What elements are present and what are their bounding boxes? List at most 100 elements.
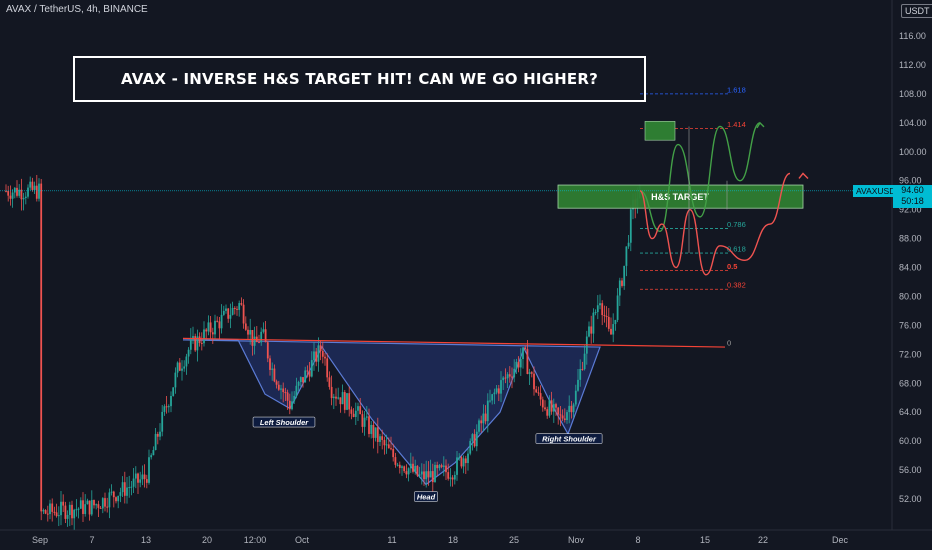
- fib-level-label: 1.414: [727, 120, 746, 129]
- candle-body: [112, 491, 115, 498]
- y-tick-label: 84.00: [899, 263, 922, 273]
- candle-body: [35, 185, 38, 199]
- candle-body: [31, 181, 34, 190]
- candle-body: [387, 444, 390, 449]
- candle-body: [328, 377, 331, 387]
- candle-body: [18, 189, 21, 196]
- candle-body: [515, 361, 518, 369]
- symbol-price-label: AVAXUSDT: [853, 185, 904, 197]
- candle-body: [319, 345, 322, 352]
- currency-badge[interactable]: USDT: [901, 4, 932, 18]
- x-tick-label: 25: [509, 535, 519, 545]
- candle-body: [55, 512, 58, 517]
- candle-body: [339, 397, 342, 405]
- x-tick-label: 12:00: [244, 535, 267, 545]
- candle-body: [427, 471, 430, 478]
- candle-body: [101, 498, 104, 509]
- candle-body: [574, 390, 577, 405]
- candle-body: [161, 411, 164, 432]
- candle-body: [500, 380, 502, 394]
- neckline: [182, 337, 726, 348]
- candle-body: [13, 187, 16, 193]
- y-tick-label: 92.00: [899, 205, 922, 215]
- fib-level-label: 0.786: [727, 220, 746, 229]
- candle-body: [205, 329, 208, 332]
- pattern-label-bg: [252, 416, 316, 428]
- candle-body: [330, 386, 333, 399]
- candle-body: [354, 410, 357, 417]
- candle-body: [249, 329, 252, 335]
- fib-level-label: 0: [727, 339, 731, 348]
- candle-body: [38, 183, 40, 199]
- candle-body: [539, 393, 542, 400]
- candle-body: [552, 404, 555, 412]
- chart-title-box: AVAX - INVERSE H&S TARGET HIT! CAN WE GO…: [73, 56, 646, 102]
- candle-body: [244, 323, 247, 330]
- candle-body: [508, 374, 511, 377]
- x-tick-label: Nov: [568, 535, 585, 545]
- candle-body: [145, 479, 148, 483]
- candle-body: [90, 500, 93, 515]
- y-tick-label: 116.00: [899, 31, 926, 41]
- candle-body: [504, 377, 507, 379]
- candle-body: [172, 387, 175, 396]
- candle-body: [24, 196, 27, 198]
- candle-body: [594, 312, 597, 314]
- pattern-label: Left Shoulder: [260, 418, 309, 427]
- candle-body: [264, 329, 267, 343]
- symbol-info: AVAX / TetherUS, 4h, BINANCE: [6, 4, 148, 15]
- candle-body: [167, 406, 170, 408]
- candle-body: [130, 486, 133, 488]
- candle-body: [49, 503, 51, 515]
- x-tick-label: Sep: [32, 535, 48, 545]
- candle-body: [629, 209, 632, 243]
- candle-body: [475, 431, 478, 447]
- y-tick-label: 80.00: [899, 291, 922, 301]
- candle-body: [181, 368, 183, 371]
- candle-body: [126, 487, 128, 496]
- candle-body: [209, 322, 212, 333]
- candle-body: [229, 314, 232, 319]
- candle-body: [156, 433, 159, 437]
- candle-body: [489, 400, 491, 402]
- candle-body: [420, 471, 423, 475]
- candle-body: [383, 439, 386, 446]
- candle-body: [238, 303, 241, 310]
- y-tick-label: 72.00: [899, 349, 922, 359]
- candle-body: [288, 400, 291, 410]
- x-tick-label: 22: [758, 535, 768, 545]
- candle-body: [335, 396, 337, 399]
- candle-body: [220, 314, 223, 329]
- candle-body: [460, 457, 463, 467]
- candle-body: [438, 465, 441, 469]
- candle-body: [143, 474, 146, 480]
- candle-body: [451, 477, 454, 480]
- candle-body: [517, 361, 520, 368]
- candle-body: [359, 406, 362, 415]
- candle-body: [310, 360, 313, 377]
- candle-body: [79, 500, 82, 509]
- candle-body: [436, 464, 439, 469]
- inverse-hs-pattern: [182, 339, 601, 486]
- candle-body: [513, 368, 516, 378]
- candle-body: [214, 320, 216, 335]
- candle-body: [548, 400, 551, 416]
- candle-body: [5, 190, 7, 192]
- candle-body: [506, 374, 509, 379]
- candle-body: [429, 471, 432, 478]
- candle-body: [392, 448, 395, 458]
- candle-body: [346, 393, 348, 410]
- candle-body: [368, 416, 370, 434]
- pattern-label: Right Shoulder: [542, 435, 597, 444]
- candle-body: [128, 487, 131, 489]
- candle-body: [621, 280, 623, 286]
- candle-body: [77, 508, 80, 510]
- candle-body: [207, 322, 210, 332]
- candle-body: [563, 418, 566, 420]
- candle-body: [572, 404, 575, 413]
- candle-body: [139, 479, 142, 483]
- candle-body: [222, 310, 225, 315]
- candle-body: [42, 510, 45, 512]
- candle-body: [607, 316, 610, 329]
